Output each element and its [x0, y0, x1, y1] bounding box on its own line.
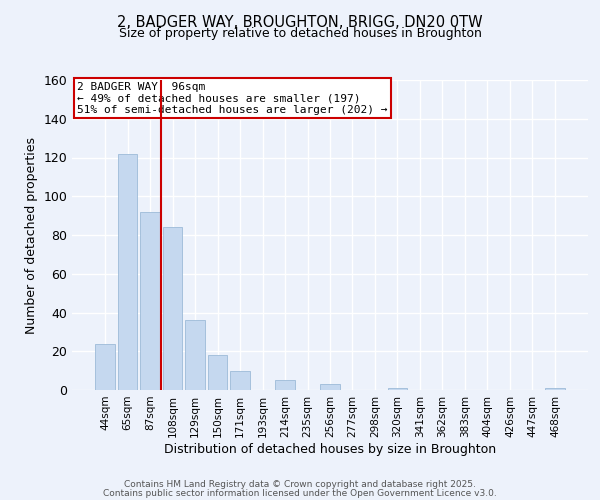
Bar — [320, 384, 340, 390]
Bar — [545, 388, 565, 390]
X-axis label: Distribution of detached houses by size in Broughton: Distribution of detached houses by size … — [164, 442, 496, 456]
Text: 2, BADGER WAY, BROUGHTON, BRIGG, DN20 0TW: 2, BADGER WAY, BROUGHTON, BRIGG, DN20 0T… — [117, 15, 483, 30]
Bar — [163, 227, 182, 390]
Bar — [275, 380, 295, 390]
Bar — [185, 320, 205, 390]
Text: Contains public sector information licensed under the Open Government Licence v3: Contains public sector information licen… — [103, 489, 497, 498]
Y-axis label: Number of detached properties: Number of detached properties — [25, 136, 38, 334]
Text: 2 BADGER WAY: 96sqm
← 49% of detached houses are smaller (197)
51% of semi-detac: 2 BADGER WAY: 96sqm ← 49% of detached ho… — [77, 82, 388, 115]
Bar — [230, 370, 250, 390]
Bar — [118, 154, 137, 390]
Bar — [208, 355, 227, 390]
Bar — [140, 212, 160, 390]
Bar — [388, 388, 407, 390]
Text: Contains HM Land Registry data © Crown copyright and database right 2025.: Contains HM Land Registry data © Crown c… — [124, 480, 476, 489]
Bar — [95, 344, 115, 390]
Text: Size of property relative to detached houses in Broughton: Size of property relative to detached ho… — [119, 28, 481, 40]
